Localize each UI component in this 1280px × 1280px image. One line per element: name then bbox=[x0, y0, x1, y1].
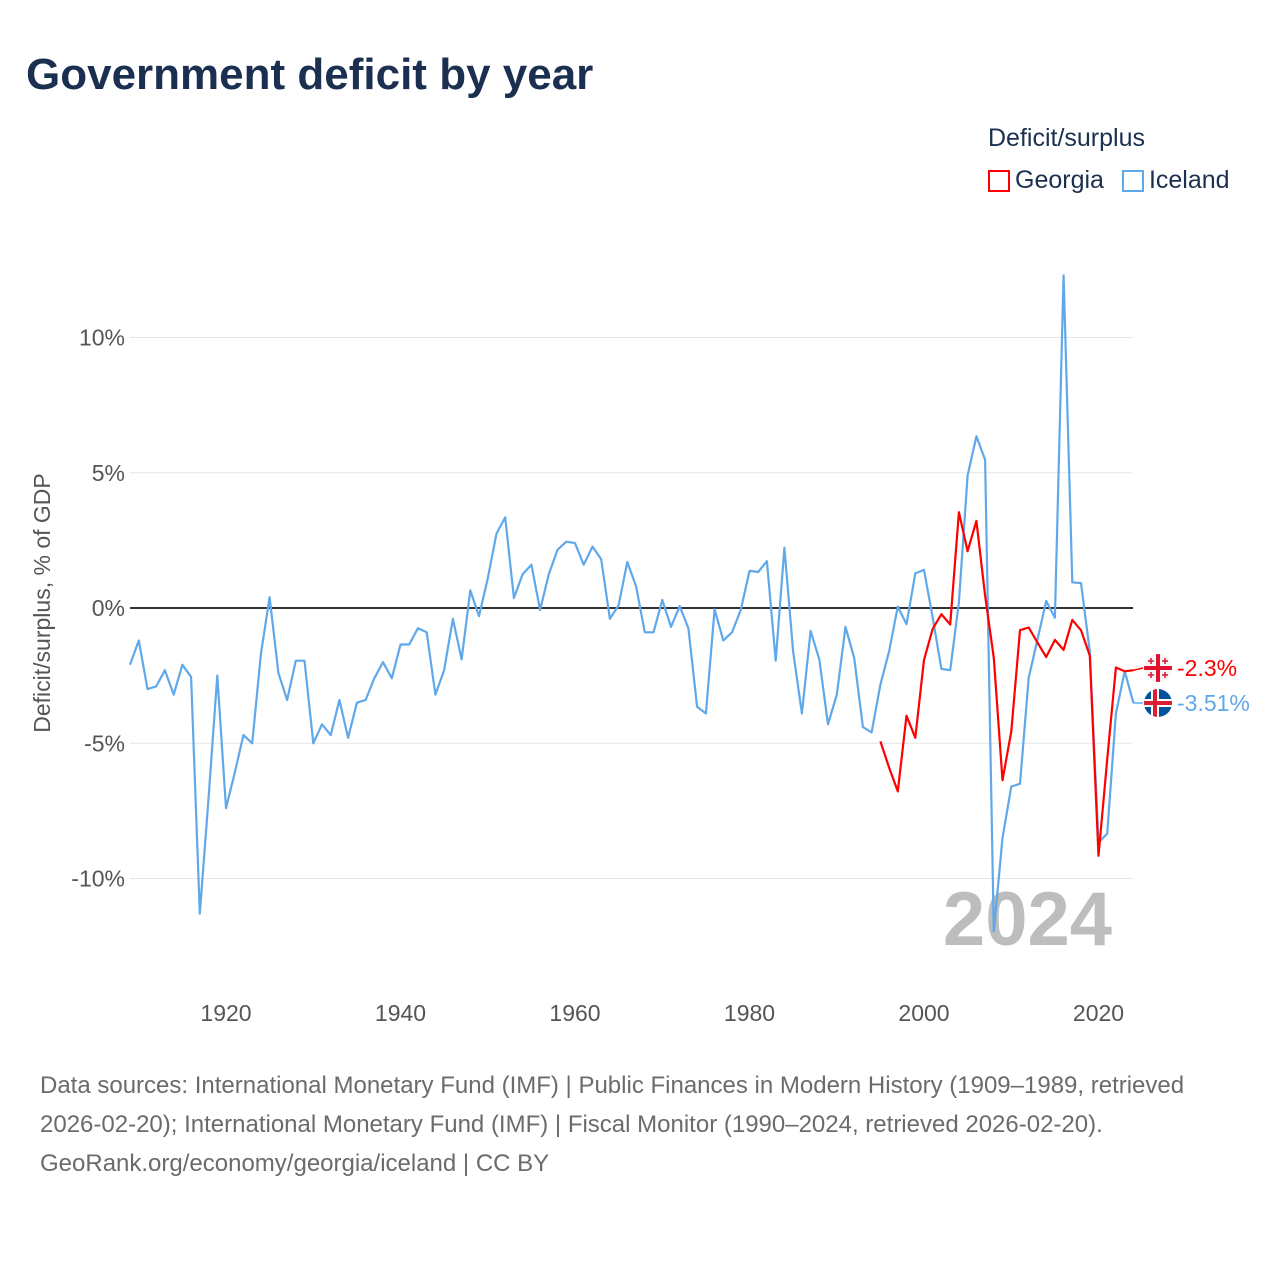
source-link[interactable]: GeoRank.org/economy/georgia/iceland bbox=[40, 1150, 457, 1177]
end-labels: -2.3% -3.51% bbox=[1133, 654, 1250, 717]
data-sources: Data sources: International Monetary Fun… bbox=[40, 1072, 1185, 1138]
x-tick-label: 1980 bbox=[724, 1000, 775, 1026]
y-tick-label: -10% bbox=[71, 866, 125, 892]
iceland-swatch-icon bbox=[1121, 169, 1144, 192]
x-tick-label: 1920 bbox=[200, 1000, 251, 1026]
end-value-label: -3.51% bbox=[1177, 690, 1250, 716]
x-tick-label: 1960 bbox=[549, 1000, 600, 1026]
legend: Georgia Iceland bbox=[988, 166, 1230, 195]
y-tick-label: 10% bbox=[79, 325, 125, 351]
iceland-flag-icon bbox=[1144, 689, 1172, 717]
legend-label: Georgia bbox=[1015, 166, 1104, 194]
georgia-line bbox=[879, 511, 1134, 857]
line-chart: 10%5%0%-5%-10% 1920 1940 1960 1980 2000 2020 … bbox=[29, 274, 1250, 1026]
georgia-swatch-icon bbox=[988, 169, 1010, 192]
legend-item-georgia[interactable]: Georgia bbox=[988, 166, 1104, 195]
georgia-flag-icon bbox=[1144, 654, 1172, 682]
legend-title: Deficit/surplus bbox=[988, 124, 1145, 152]
legend-item-iceland[interactable]: Iceland bbox=[1121, 166, 1230, 195]
license: | CC BY bbox=[456, 1150, 550, 1177]
x-tick-label: 2020 bbox=[1073, 1000, 1124, 1026]
end-connector bbox=[1133, 667, 1144, 671]
y-tick-label: 5% bbox=[92, 460, 125, 486]
legend-label: Iceland bbox=[1148, 166, 1230, 194]
y-axis-title: Deficit/surplus, % of GDP bbox=[29, 473, 55, 732]
x-tick-label: 1940 bbox=[375, 1000, 426, 1026]
gridlines bbox=[130, 337, 1133, 879]
iceland-line bbox=[128, 274, 1135, 933]
x-tick-label: 2000 bbox=[898, 1000, 949, 1026]
y-tick-label: -5% bbox=[84, 730, 125, 756]
y-axis-ticks: 10% 5% 0% -5% -10% bbox=[71, 325, 125, 892]
end-value-label: -2.3% bbox=[1177, 655, 1237, 681]
page-title: Government deficit by year bbox=[26, 50, 594, 99]
y-tick-label: 0% bbox=[92, 595, 125, 621]
x-axis-ticks: 1920 1940 1960 1980 2000 2020 bbox=[200, 1000, 1124, 1026]
footer: Data sources: International Monetary Fun… bbox=[40, 1066, 1240, 1183]
series-lines bbox=[128, 274, 1135, 933]
year-watermark: 2024 bbox=[943, 877, 1112, 962]
